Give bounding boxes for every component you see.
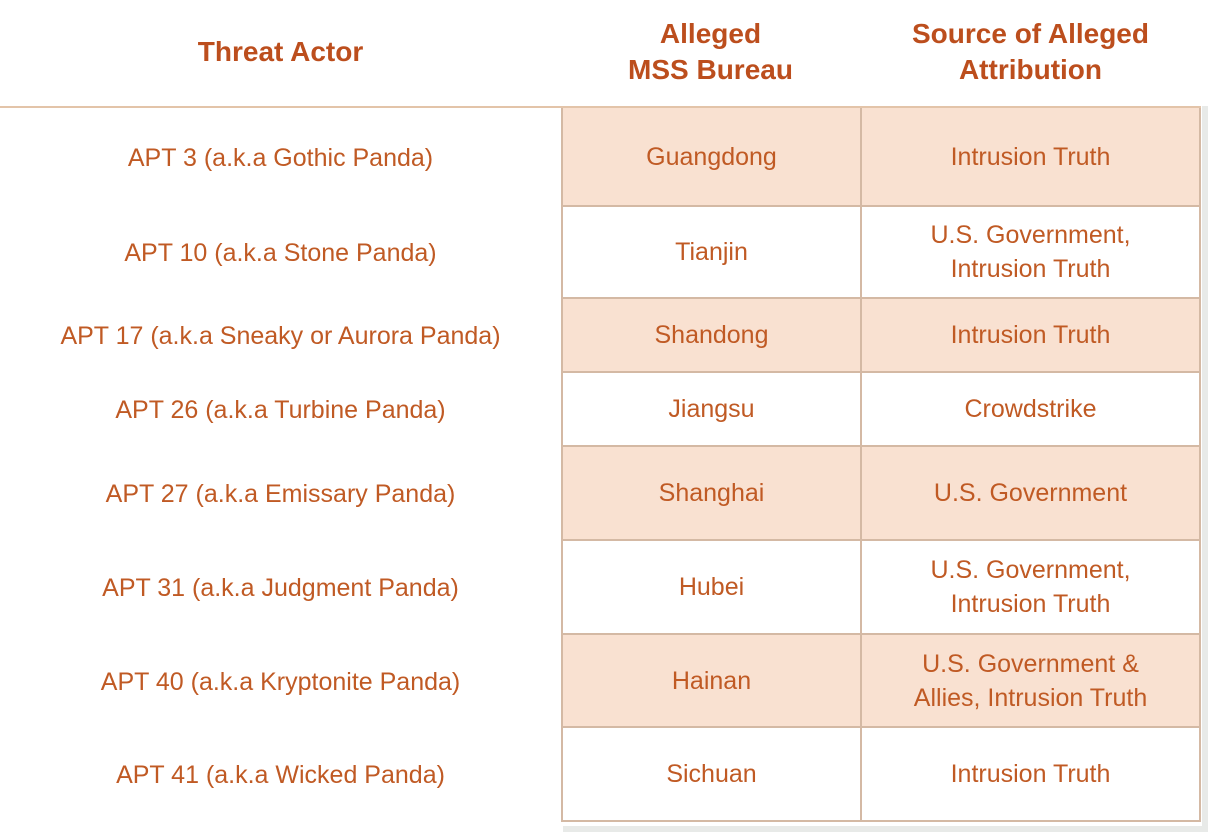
header-divider-line — [0, 106, 1201, 108]
threat-actor-cell: APT 40 (a.k.a Kryptonite Panda) — [0, 635, 561, 728]
source-cell: Intrusion Truth — [860, 728, 1201, 822]
threat-actor-cell: APT 3 (a.k.a Gothic Panda) — [0, 108, 561, 207]
mss-bureau-cell: Hainan — [561, 635, 860, 728]
mss-bureau-cell: Shanghai — [561, 447, 860, 541]
column-header-mss-bureau: Alleged MSS Bureau — [561, 0, 860, 108]
mss-bureau-cell: Sichuan — [561, 728, 860, 822]
source-cell: Intrusion Truth — [860, 108, 1201, 207]
source-cell: U.S. Government, Intrusion Truth — [860, 541, 1201, 635]
mss-bureau-cell: Hubei — [561, 541, 860, 635]
threat-actor-cell: APT 41 (a.k.a Wicked Panda) — [0, 728, 561, 822]
threat-actor-cell: APT 17 (a.k.a Sneaky or Aurora Panda) — [0, 299, 561, 373]
column-header-source: Source of Alleged Attribution — [860, 0, 1201, 108]
mss-bureau-cell: Tianjin — [561, 207, 860, 299]
source-cell: U.S. Government — [860, 447, 1201, 541]
source-cell: Intrusion Truth — [860, 299, 1201, 373]
threat-actor-cell: APT 10 (a.k.a Stone Panda) — [0, 207, 561, 299]
source-cell: U.S. Government, Intrusion Truth — [860, 207, 1201, 299]
source-cell: U.S. Government & Allies, Intrusion Trut… — [860, 635, 1201, 728]
threat-actor-cell: APT 31 (a.k.a Judgment Panda) — [0, 541, 561, 635]
workspace-edge-bottom — [563, 826, 1208, 832]
mss-bureau-cell: Guangdong — [561, 108, 860, 207]
column-header-threat-actor: Threat Actor — [0, 0, 561, 108]
threat-actor-cell: APT 27 (a.k.a Emissary Panda) — [0, 447, 561, 541]
threat-actor-cell: APT 26 (a.k.a Turbine Panda) — [0, 373, 561, 447]
mss-bureau-cell: Jiangsu — [561, 373, 860, 447]
workspace-edge-right — [1202, 106, 1208, 832]
mss-bureau-cell: Shandong — [561, 299, 860, 373]
source-cell: Crowdstrike — [860, 373, 1201, 447]
